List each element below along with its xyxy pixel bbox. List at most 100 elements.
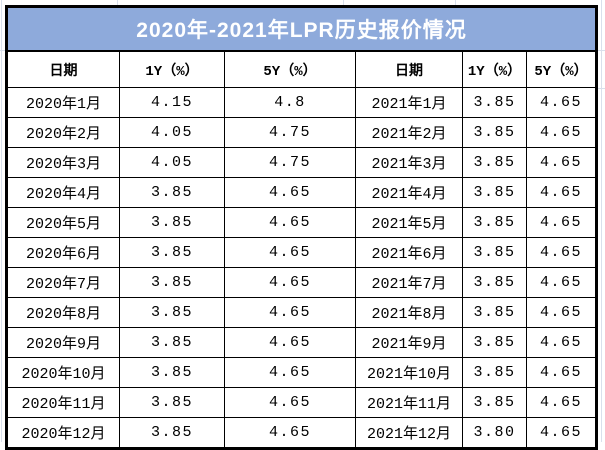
rate-cell: 4.65 <box>539 124 582 141</box>
table-row: 2020年5月 3.85 4.65 2021年5月 3.85 4.65 <box>8 208 595 238</box>
table-row: 2020年2月 4.05 4.75 2021年2月 3.85 4.65 <box>8 118 595 148</box>
rate-cell: 4.8 <box>225 88 356 117</box>
rate-cell: 3.85 <box>120 298 225 327</box>
rate-cell: 3.85 <box>463 298 527 327</box>
date-cell: 2021年11月 <box>356 388 463 417</box>
rate-cell: 4.75 <box>225 118 356 147</box>
rate-cell: 4.65 <box>225 298 356 327</box>
rate-cell: 3.85 <box>120 238 225 267</box>
date-cell: 2020年5月 <box>8 208 120 237</box>
sheet-gridline <box>343 0 344 5</box>
date-cell: 2021年9月 <box>356 328 463 357</box>
rate-cell: 4.75 <box>225 148 356 177</box>
table-row: 2020年9月 3.85 4.65 2021年9月 3.85 4.65 <box>8 328 595 358</box>
date-cell: 2021年1月 <box>356 88 463 117</box>
rate-cell: 3.85 <box>120 388 225 417</box>
table-row: 2020年1月 4.15 4.8 2021年1月 3.85 4.65 <box>8 88 595 118</box>
date-cell: 2020年8月 <box>8 298 120 327</box>
rate-cell: 3.85 <box>463 208 527 237</box>
rate-cell: 4.65 <box>539 364 582 381</box>
rate-cell: 3.85 <box>120 268 225 297</box>
rate-cell: 4.65 <box>225 208 356 237</box>
rate-cell: 3.85 <box>120 208 225 237</box>
date-cell: 2021年3月 <box>356 148 463 177</box>
rate-cell: 4.65 <box>225 268 356 297</box>
table-title: 2020年-2021年LPR历史报价情况 <box>8 8 595 52</box>
date-cell: 2021年10月 <box>356 358 463 387</box>
rate-cell: 4.65 <box>539 274 582 291</box>
table-row: 2020年7月 3.85 4.65 2021年7月 3.85 4.65 <box>8 268 595 298</box>
rate-cell: 3.85 <box>120 178 225 207</box>
rate-cell: 4.65 <box>225 328 356 357</box>
date-cell: 2020年12月 <box>8 418 120 447</box>
date-cell: 2020年11月 <box>8 388 120 417</box>
date-cell: 2020年7月 <box>8 268 120 297</box>
sheet-gridline <box>598 88 605 89</box>
rate-cell: 4.65 <box>539 94 582 111</box>
column-header-1y-left: 1Y（%） <box>120 52 225 87</box>
sheet-gridline <box>117 0 118 5</box>
table-row: 2020年4月 3.85 4.65 2021年4月 3.85 4.65 <box>8 178 595 208</box>
sheet-gridline <box>0 50 5 51</box>
rate-cell: 3.85 <box>120 418 225 447</box>
date-cell: 2021年5月 <box>356 208 463 237</box>
date-cell: 2020年2月 <box>8 118 120 147</box>
table-row: 2020年10月 3.85 4.65 2021年10月 3.85 4.65 <box>8 358 595 388</box>
date-cell: 2021年8月 <box>356 298 463 327</box>
rate-cell: 4.65 <box>539 394 582 411</box>
date-cell: 2020年6月 <box>8 238 120 267</box>
column-header-5y-left: 5Y（%） <box>225 52 356 87</box>
rate-cell: 4.05 <box>120 118 225 147</box>
table-row: 2020年6月 3.85 4.65 2021年6月 3.85 4.65 <box>8 238 595 268</box>
column-header-date-right: 日期 <box>356 52 463 87</box>
rate-cell: 4.65 <box>225 388 356 417</box>
table-row: 2020年11月 3.85 4.65 2021年11月 3.85 4.65 <box>8 388 595 418</box>
table-row: 2020年8月 3.85 4.65 2021年8月 3.85 4.65 <box>8 298 595 328</box>
table-row: 2020年3月 4.05 4.75 2021年3月 3.85 4.65 <box>8 148 595 178</box>
sheet-gridline <box>455 0 456 5</box>
column-header-1y-right: 1Y（%） <box>463 52 527 87</box>
date-cell: 2021年2月 <box>356 118 463 147</box>
rate-cell: 3.85 <box>463 148 527 177</box>
rate-cell: 4.05 <box>120 148 225 177</box>
date-cell: 2020年3月 <box>8 148 120 177</box>
rate-cell: 3.85 <box>463 358 527 387</box>
rate-cell: 4.65 <box>225 238 356 267</box>
date-cell: 2021年12月 <box>356 418 463 447</box>
table-row: 2020年12月 3.85 4.65 2021年12月 3.80 4.65 <box>8 418 595 447</box>
table-header-row: 日期 1Y（%） 5Y（%） 日期 1Y（%） 5Y（%） <box>8 52 595 88</box>
date-cell: 2021年6月 <box>356 238 463 267</box>
lpr-history-table: 2020年-2021年LPR历史报价情况 日期 1Y（%） 5Y（%） 日期 1… <box>5 5 598 450</box>
rate-cell: 3.85 <box>463 88 527 117</box>
column-header-5y-right: 5Y（%） <box>534 63 588 80</box>
date-cell: 2021年7月 <box>356 268 463 297</box>
rate-cell: 4.65 <box>539 334 582 351</box>
rate-cell: 3.85 <box>120 328 225 357</box>
column-header-date-left: 日期 <box>8 52 120 87</box>
rate-cell: 4.15 <box>120 88 225 117</box>
rate-cell: 3.85 <box>463 238 527 267</box>
rate-cell: 4.65 <box>539 214 582 231</box>
rate-cell: 3.85 <box>463 178 527 207</box>
sheet-gridline <box>598 50 605 51</box>
rate-cell: 4.65 <box>539 304 582 321</box>
date-cell: 2020年9月 <box>8 328 120 357</box>
date-cell: 2020年10月 <box>8 358 120 387</box>
rate-cell: 3.80 <box>463 418 527 447</box>
rate-cell: 4.65 <box>225 418 356 447</box>
rate-cell: 3.85 <box>120 358 225 387</box>
sheet-gridline <box>601 0 602 442</box>
rate-cell: 3.85 <box>463 118 527 147</box>
table-body: 2020年1月 4.15 4.8 2021年1月 3.85 4.65 2020年2月 4.05… <box>8 88 595 447</box>
rate-cell: 4.65 <box>539 154 582 171</box>
date-cell: 2020年4月 <box>8 178 120 207</box>
rate-cell: 4.65 <box>225 178 356 207</box>
rate-cell: 4.65 <box>539 244 582 261</box>
date-cell: 2020年1月 <box>8 88 120 117</box>
rate-cell: 4.65 <box>539 184 582 201</box>
rate-cell: 3.85 <box>463 388 527 417</box>
rate-cell: 4.65 <box>225 358 356 387</box>
date-cell: 2021年4月 <box>356 178 463 207</box>
sheet-gridline <box>1 0 2 442</box>
